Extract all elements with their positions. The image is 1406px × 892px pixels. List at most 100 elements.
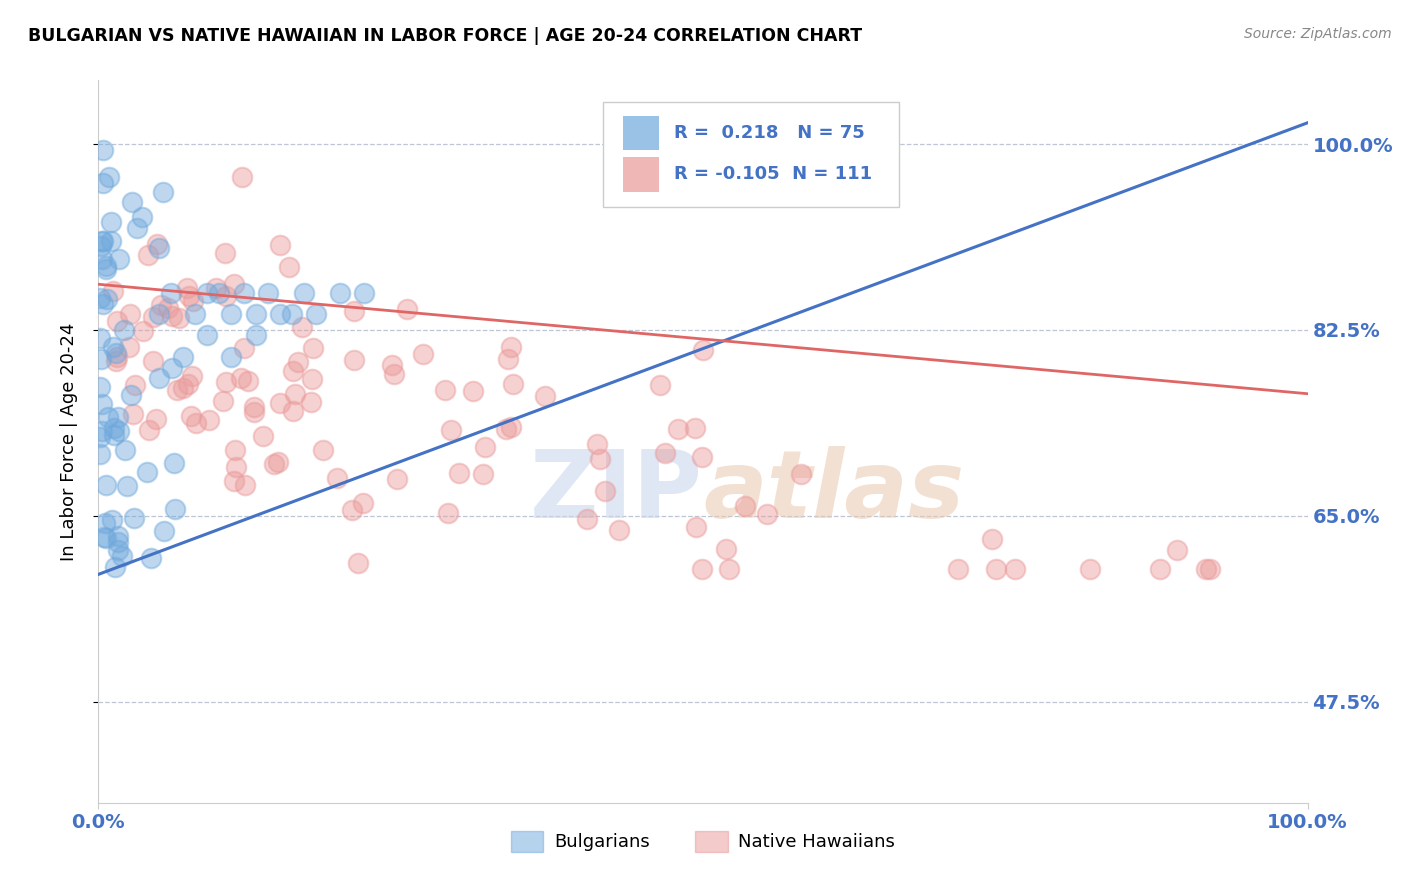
Point [654,446,676,460]
Point [499,341,522,355]
Point [256,285,278,300]
Point [103,428,125,442]
Point [242,405,264,419]
Point [229,371,252,385]
Point [986,562,1008,576]
Point [120,387,142,401]
Point [387,472,409,486]
Point [115,479,138,493]
Point [382,367,405,381]
Point [212,393,235,408]
Point [94,531,117,545]
Point [107,424,129,438]
Point [94,516,117,531]
Point [156,301,179,315]
Point [302,342,325,356]
Point [104,559,127,574]
Point [495,422,517,436]
Point [166,383,188,397]
Point [167,311,190,326]
Point [89,447,111,461]
Point [224,475,246,489]
Point [148,307,170,321]
Point [105,314,128,328]
Point [145,412,167,426]
Point [181,294,204,309]
Point [172,381,194,395]
Point [252,428,274,442]
Point [160,285,183,300]
Point [176,376,198,391]
Point [381,358,404,372]
Point [301,372,323,386]
Point [184,307,207,321]
Point [981,532,1004,546]
Point [142,310,165,325]
Point [96,259,118,273]
Point [96,477,118,491]
Point [127,221,149,235]
Point [100,235,122,249]
Point [440,423,463,437]
Point [100,215,122,229]
Point [575,512,598,526]
Point [269,307,291,321]
Point [89,291,111,305]
Point [589,452,612,467]
Text: BULGARIAN VS NATIVE HAWAIIAN IN LABOR FORCE | AGE 20-24 CORRELATION CHART: BULGARIAN VS NATIVE HAWAIIAN IN LABOR FO… [28,27,862,45]
Point [104,346,127,360]
Point [114,442,136,457]
Point [105,353,128,368]
Point [946,562,969,576]
Point [93,530,115,544]
Point [91,177,114,191]
Point [160,361,183,376]
FancyBboxPatch shape [603,102,898,207]
Point [97,409,120,424]
Point [353,285,375,300]
Point [1149,562,1171,576]
Point [263,457,285,471]
Point [214,246,236,260]
Point [292,285,315,300]
Point [1166,543,1188,558]
Point [690,450,713,464]
Point [395,302,418,317]
Point [498,352,520,367]
Point [124,511,146,525]
Point [231,170,253,185]
Point [1195,562,1218,576]
Point [180,409,202,424]
Point [91,234,114,248]
Point [714,541,737,556]
Point [650,378,672,392]
Point [284,386,307,401]
Point [132,324,155,338]
Point [179,288,201,302]
Point [221,350,243,364]
Text: Source: ZipAtlas.com: Source: ZipAtlas.com [1244,27,1392,41]
Point [278,260,301,274]
Point [342,502,364,516]
Point [121,195,143,210]
Point [208,285,231,300]
Point [111,549,134,563]
Point [89,430,111,444]
Point [146,237,169,252]
Point [329,285,352,300]
Point [150,298,173,312]
Point [91,397,114,411]
Point [502,377,524,392]
Text: atlas: atlas [703,446,965,538]
Point [91,424,114,438]
Point [232,342,254,356]
Point [692,343,714,357]
Point [1199,562,1222,576]
Point [91,252,114,266]
Point [245,307,267,321]
Point [90,238,112,252]
Point [122,407,145,421]
Point [215,288,238,302]
Point [94,261,117,276]
Point [437,506,460,520]
